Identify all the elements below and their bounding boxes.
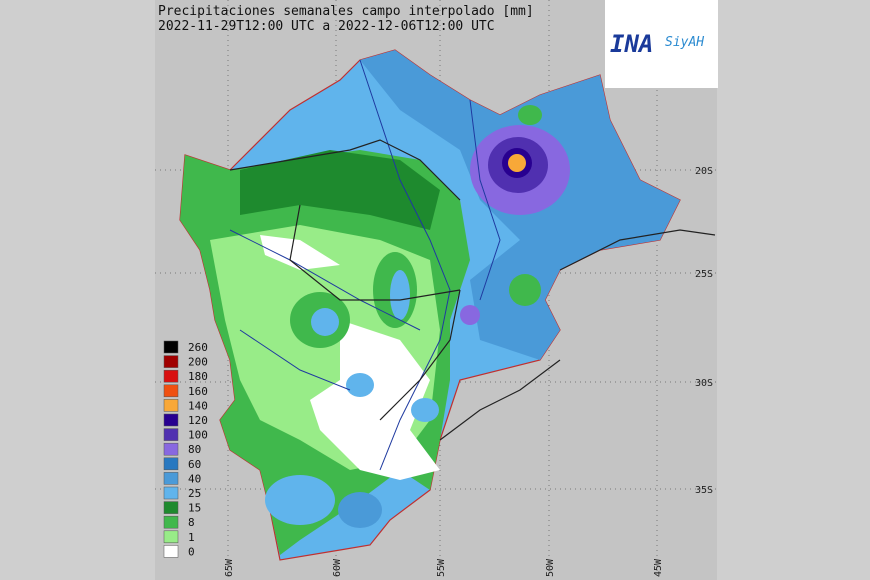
latitude-label: 35S [695,485,713,496]
latitude-label: 25S [695,269,713,280]
legend-swatch [163,457,179,471]
legend-swatch [163,369,179,383]
rain-cores [265,105,570,528]
legend-label: 0 [188,545,195,558]
longitude-label: 50W [545,558,556,577]
rivers [229,59,501,471]
legend-swatch [163,515,179,529]
legend-swatch [163,530,179,544]
legend-label: 60 [188,458,201,471]
map-labels: Precipitaciones semanales campo interpol… [158,4,534,34]
legend-swatch [163,486,179,500]
legend-label: 180 [188,370,208,383]
legend-label: 40 [188,472,201,485]
logo-brand: SiyAH [665,35,704,50]
legend-label: 1 [188,531,195,544]
legend-label: 260 [188,341,208,354]
legend-label: 80 [188,443,201,456]
legend-label: 25 [188,487,201,500]
dark-green-band [240,150,440,230]
legend-label: 120 [188,414,208,427]
legend-swatch [163,472,179,485]
borders [229,139,716,441]
legend-swatch [163,442,179,456]
legend-label: 15 [188,502,201,515]
longitude-label: 55W [436,558,447,577]
dry-zone [260,235,440,480]
legend-label: 8 [188,516,195,529]
legend-swatch [163,428,179,441]
logo-name: INA [610,30,653,58]
longitude-label: 65W [224,558,235,577]
legend-swatch [163,384,179,398]
latitude-label: 30S [695,378,713,389]
legend-label: 140 [188,399,208,412]
legend-swatch [163,413,179,427]
title-line-2: 2022-11-29T12:00 UTC a 2022-12-06T12:00 … [158,19,495,34]
legend-label: 100 [188,429,208,442]
longitude-label: 60W [332,558,343,577]
longitude-label: 45W [653,558,664,577]
legend-swatch [163,399,179,412]
legend-swatch [163,340,179,354]
logo-box [605,0,718,88]
legend-swatch [163,501,179,514]
legend-swatch [163,545,179,558]
logo: INA SiyAH [605,0,718,88]
legend-label: 200 [188,356,208,369]
title-line-1: Precipitaciones semanales campo interpol… [158,4,534,19]
legend-label: 160 [188,385,208,398]
legend-swatch [163,355,179,368]
latitude-label: 20S [695,166,713,177]
